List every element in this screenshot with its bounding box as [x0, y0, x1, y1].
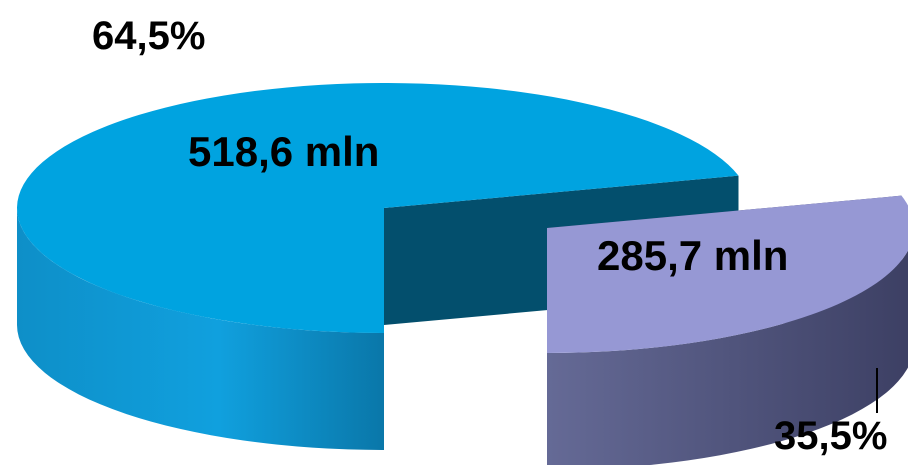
value-label-slice-1: 518,6 mln — [188, 128, 380, 175]
pie-slice-2-top — [547, 195, 908, 353]
percent-label-slice-2: 35,5% — [774, 414, 888, 458]
pie-slice-1-top — [17, 83, 739, 333]
pie-slice-1-side — [17, 208, 384, 450]
percent-label-slice-1: 64,5% — [92, 14, 206, 58]
pie-slice-2-side — [547, 250, 908, 470]
value-label-slice-2: 285,7 mln — [597, 232, 789, 279]
